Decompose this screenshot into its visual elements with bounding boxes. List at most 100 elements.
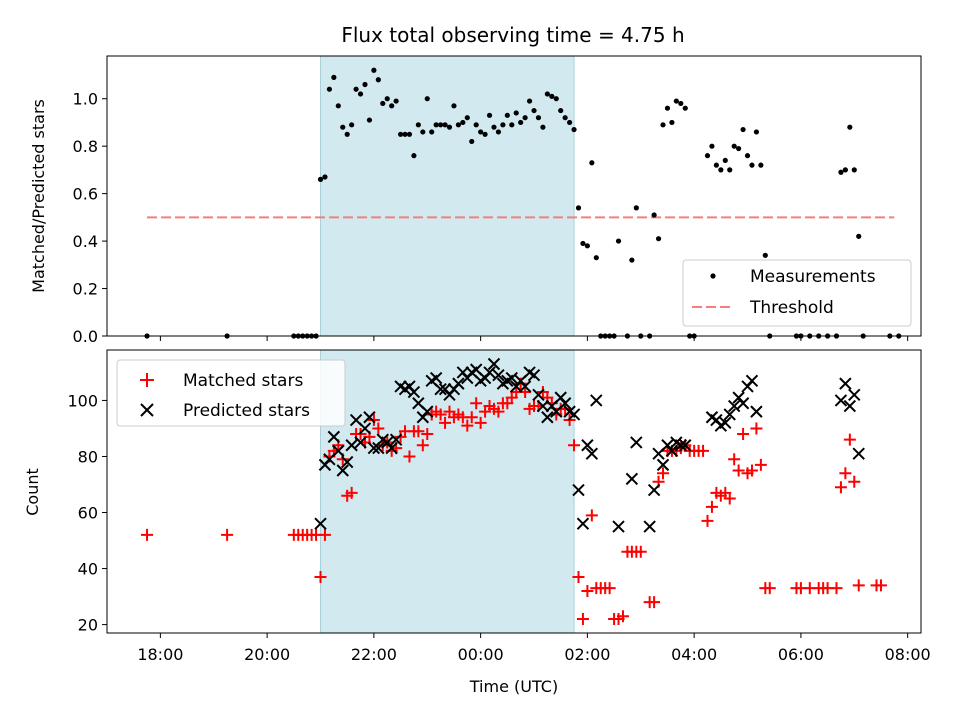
measurement-point — [709, 143, 715, 149]
measurement-point — [762, 252, 768, 258]
measurement-point — [331, 74, 337, 80]
matched-star-point — [412, 425, 425, 438]
bottom-y-axis-label: Count — [23, 468, 42, 516]
measurement-point — [744, 153, 751, 159]
matched-star-point — [852, 579, 865, 592]
legend-measurements-marker — [710, 273, 716, 279]
predicted-star-point — [581, 439, 594, 452]
y-tick-label: 0.0 — [73, 327, 98, 346]
matched-star-point — [576, 612, 589, 625]
matched-star-point — [732, 464, 745, 477]
measurement-point — [486, 112, 493, 118]
measurement-point — [433, 122, 439, 128]
measurement-point — [571, 126, 577, 133]
measurement-point — [673, 98, 679, 104]
predicted-star-point — [407, 385, 421, 399]
measurement-point — [460, 119, 466, 126]
x-axis-label: Time (UTC) — [469, 677, 558, 696]
measurement-point — [446, 124, 453, 130]
measurement-point — [736, 145, 742, 152]
bottom-axes-frame — [106, 349, 922, 634]
top-panel: 0.0 0.2 0.4 0.6 0.8 1.0 Matched/Predicted sta… — [29, 55, 922, 346]
measurement-point — [429, 129, 435, 135]
measurement-point — [655, 236, 662, 242]
y-tick-label: 100 — [67, 391, 98, 410]
measurement-point — [851, 167, 857, 173]
measurement-point — [682, 105, 688, 111]
predicted-star-point — [483, 366, 496, 379]
predicted-star-point — [505, 371, 518, 385]
measurement-point — [838, 169, 844, 175]
measurement-point — [535, 115, 542, 121]
legend-threshold-label: Threshold — [749, 298, 834, 318]
measurement-point — [664, 105, 671, 111]
matched-star-point — [723, 492, 736, 505]
predicted-star-point — [567, 408, 581, 421]
measurement-point — [495, 129, 502, 135]
bottom-x-ticks: 18:00 20:00 22:00 00:00 02:00 04:00 06:00 08:00 — [137, 633, 931, 664]
measurement-point — [353, 86, 359, 92]
legend-matched-label: Matched stars — [183, 371, 303, 391]
measurement-point — [335, 103, 341, 109]
predicted-star-point — [576, 517, 590, 530]
measurement-point — [504, 112, 510, 118]
measurement-point — [531, 107, 537, 114]
measurement-point — [451, 103, 457, 109]
measurement-point — [478, 129, 484, 135]
matched-star-point — [568, 439, 581, 452]
measurement-point — [473, 122, 479, 128]
predicted-star-point — [647, 483, 661, 497]
matched-star-point — [848, 475, 861, 488]
x-tick-label: 08:00 — [885, 645, 931, 664]
x-tick-label: 02:00 — [564, 645, 610, 664]
matched-star-point — [434, 408, 447, 421]
measurement-point — [749, 162, 755, 168]
predicted-star-point — [643, 520, 656, 533]
y-tick-label: 0.2 — [73, 280, 98, 299]
matched-star-point — [616, 610, 629, 623]
matched-star-point — [403, 450, 416, 463]
top-y-axis-label: Matched/Predicted stars — [29, 99, 48, 293]
predicted-star-point — [572, 483, 585, 497]
top-shaded-region — [320, 55, 575, 337]
predicted-star-point — [314, 517, 327, 530]
predicted-star-point — [434, 383, 447, 396]
predicted-star-point — [345, 439, 358, 452]
measurement-point — [615, 238, 622, 244]
x-tick-label: 18:00 — [137, 645, 183, 664]
y-tick-label: 60 — [78, 504, 98, 523]
measurement-point — [660, 122, 666, 128]
measurement-point — [758, 162, 764, 168]
predicted-star-point — [719, 416, 732, 430]
measurement-point — [420, 129, 426, 135]
predicted-star-point — [492, 369, 505, 382]
top-y-ticks: 0.0 0.2 0.4 0.6 0.8 1.0 — [73, 90, 107, 346]
measurement-point — [847, 124, 853, 130]
chart-title: Flux total observing time = 4.75 h — [341, 23, 684, 47]
predicted-star-point — [839, 377, 852, 390]
matched-star-point — [439, 416, 452, 429]
matched-star-point — [750, 422, 763, 435]
measurement-point — [553, 96, 559, 102]
predicted-star-point — [332, 444, 345, 458]
measurement-point — [415, 122, 421, 128]
predicted-star-point — [541, 411, 554, 424]
matched-star-point — [345, 486, 358, 499]
predicted-star-point — [590, 394, 603, 407]
measurement-point — [509, 122, 515, 128]
matched-star-point — [465, 411, 478, 424]
matched-star-point — [728, 453, 741, 466]
top-legend: Measurements Threshold — [682, 259, 912, 327]
measurement-point — [406, 131, 413, 137]
measurement-point — [411, 153, 417, 159]
predicted-star-point — [558, 397, 572, 410]
predicted-star-point — [843, 399, 857, 413]
bottom-legend-box — [116, 359, 346, 427]
measurement-point — [442, 122, 448, 128]
matched-star-point — [839, 467, 852, 480]
matched-star-point — [745, 464, 758, 477]
measurement-point — [344, 131, 350, 137]
matched-star-point — [834, 481, 847, 494]
measurement-point — [629, 257, 635, 263]
matched-star-point — [318, 528, 331, 541]
